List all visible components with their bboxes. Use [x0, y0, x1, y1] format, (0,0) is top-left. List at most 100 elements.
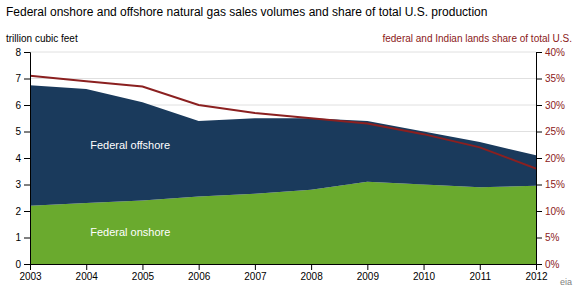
texts: Federal onshore and offshore natural gas… — [6, 5, 572, 287]
grid — [30, 52, 536, 264]
tick-label: 0% — [545, 259, 560, 270]
tick: 35% — [536, 73, 565, 84]
tick-label: 10% — [545, 206, 565, 217]
axis-line — [31, 265, 537, 271]
tick-mark — [24, 105, 30, 106]
y-axis-label: trillion cubic feet — [6, 33, 78, 44]
annotation: eia — [560, 277, 572, 287]
axis-line — [537, 53, 543, 265]
tick: 2007 — [244, 264, 267, 282]
tick-label: 25% — [545, 126, 565, 137]
chart: 2003200420052006200720082009201020112012… — [0, 0, 576, 288]
tick: 15% — [536, 179, 565, 190]
tick-label: 8 — [15, 47, 21, 58]
tick: 4 — [15, 153, 30, 164]
grid-line — [30, 78, 536, 79]
tick-mark — [142, 264, 143, 270]
tick-label: 2012 — [525, 271, 548, 282]
tick: 2006 — [188, 264, 211, 282]
tick-label: 1 — [15, 232, 21, 243]
tick-label: 5% — [545, 232, 560, 243]
tick-mark — [536, 264, 542, 265]
tick-label: 20% — [545, 153, 565, 164]
tick: 10% — [536, 206, 565, 217]
tick-mark — [24, 52, 30, 53]
title: Federal onshore and offshore natural gas… — [6, 5, 487, 19]
tick-label: 7 — [15, 73, 21, 84]
tick-label: 2005 — [132, 271, 155, 282]
tick-label: 15% — [545, 179, 565, 190]
tick-mark — [24, 211, 30, 212]
tick-mark — [536, 132, 542, 133]
tick-label: 40% — [545, 47, 565, 58]
y2-axis-label: federal and Indian lands share of total … — [382, 33, 572, 44]
tick: 2010 — [413, 264, 436, 282]
tick-label: 4 — [15, 153, 21, 164]
tick-label: 2010 — [413, 271, 436, 282]
tick: 3 — [15, 179, 30, 190]
tick: 2011 — [470, 264, 492, 282]
tick: 0% — [536, 259, 560, 270]
y-axis: 0 1 2 3 4 5 6 7 8 — [15, 47, 30, 270]
tick-mark — [536, 79, 542, 80]
tick-mark — [536, 52, 542, 53]
tick: 5 — [15, 126, 30, 137]
tick-mark — [255, 264, 256, 270]
tick-mark — [536, 158, 542, 159]
tick: 2004 — [76, 264, 99, 282]
y2-axis: 0% 5% 10% 15% 20% 25% 30% 35% 40% — [536, 47, 565, 270]
tick: 40% — [536, 47, 565, 58]
tick: 2005 — [132, 264, 155, 282]
line — [30, 76, 536, 169]
tick-mark — [311, 264, 312, 270]
x-axis: 2003 2004 2005 2006 2007 2008 2009 2010 2011 2012 — [19, 264, 548, 282]
tick-mark — [24, 185, 30, 186]
plot-area — [30, 76, 536, 264]
tick: 2009 — [357, 264, 380, 282]
area — [30, 85, 536, 206]
tick: 1 — [15, 232, 30, 243]
tick-mark — [199, 264, 200, 270]
tick-mark — [24, 264, 30, 265]
tick-label: 2006 — [188, 271, 211, 282]
tick-label: 2008 — [300, 271, 323, 282]
tick-label: 2007 — [244, 271, 267, 282]
axis-line — [24, 53, 31, 265]
area-label: Federal onshore — [90, 226, 170, 238]
tick-mark — [86, 264, 87, 270]
tick-label: 35% — [545, 73, 565, 84]
grid-line — [30, 52, 536, 53]
tick-label: 5 — [15, 126, 21, 137]
tick-mark — [24, 238, 30, 239]
tick-mark — [536, 211, 542, 212]
area-label: Federal offshore — [90, 139, 170, 151]
tick-mark — [24, 79, 30, 80]
tick-label: 2011 — [470, 271, 492, 282]
tick-label: 2004 — [76, 271, 99, 282]
tick-label: 0 — [15, 259, 21, 270]
tick: 2008 — [300, 264, 323, 282]
tick-label: 2 — [15, 206, 21, 217]
tick: 20% — [536, 153, 565, 164]
tick-label: 30% — [545, 100, 565, 111]
tick-mark — [480, 264, 481, 270]
tick-label: 2009 — [357, 271, 380, 282]
tick-label: 3 — [15, 179, 21, 190]
tick-mark — [536, 185, 542, 186]
tick: 0 — [15, 259, 30, 270]
tick-mark — [24, 132, 30, 133]
tick: 5% — [536, 232, 560, 243]
tick: 2 — [15, 206, 30, 217]
tick: 30% — [536, 100, 565, 111]
tick-mark — [367, 264, 368, 270]
tick-label: 6 — [15, 100, 21, 111]
tick-label: 2003 — [19, 271, 42, 282]
tick: 6 — [15, 100, 30, 111]
tick-mark — [24, 158, 30, 159]
tick-mark — [536, 238, 542, 239]
tick: 25% — [536, 126, 565, 137]
tick: 7 — [15, 73, 30, 84]
tick-mark — [536, 105, 542, 106]
tick-mark — [424, 264, 425, 270]
tick: 8 — [15, 47, 30, 58]
